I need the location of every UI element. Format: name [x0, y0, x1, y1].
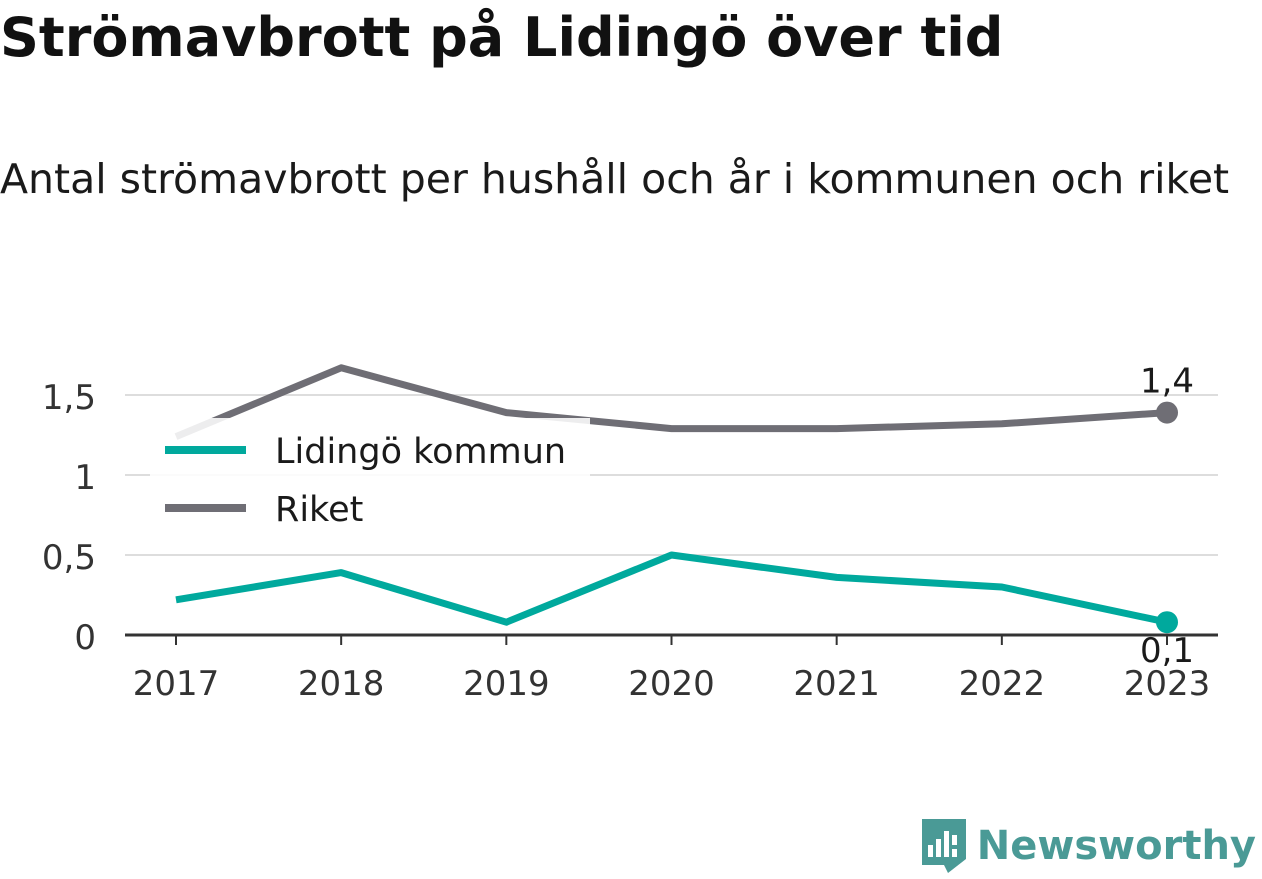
x-tick-label-3: 2020	[628, 664, 715, 704]
newsworthy-logo-text: Newsworthy	[976, 823, 1256, 869]
x-tick-label-2: 2019	[463, 664, 550, 704]
data-point-0-6	[1156, 611, 1178, 634]
newsworthy-logo: Newsworthy	[919, 815, 1256, 877]
x-tick-label-4: 2021	[793, 664, 880, 704]
y-tick-label-1: 0,5	[42, 538, 96, 578]
y-tick-label-0: 0	[74, 618, 96, 658]
x-tick-label-1: 2018	[298, 664, 385, 704]
y-tick-label-3: 1,5	[42, 378, 96, 418]
legend-background	[150, 418, 590, 536]
chart-title: Strömavbrott på Lidingö över tid	[0, 6, 1004, 69]
x-tick-label-6: 2023	[1124, 664, 1211, 704]
data-point-1-6	[1156, 401, 1178, 424]
chart-subtitle: Antal strömavbrott per hushåll och år i …	[0, 155, 1230, 203]
series-line-1	[174, 364, 1168, 440]
end-value-label-lidingo: 0,1	[1140, 631, 1194, 671]
legend-label-1: Riket	[275, 490, 363, 530]
end-value-label-riket: 1,4	[1140, 362, 1194, 402]
series-line-0	[175, 551, 1168, 626]
x-tick-label-5: 2022	[959, 664, 1046, 704]
newsworthy-logo-icon	[921, 819, 966, 873]
x-tick-label-0: 2017	[133, 664, 220, 704]
legend-label-0: Lidingö kommun	[275, 432, 566, 472]
y-tick-label-2: 1	[74, 458, 96, 498]
